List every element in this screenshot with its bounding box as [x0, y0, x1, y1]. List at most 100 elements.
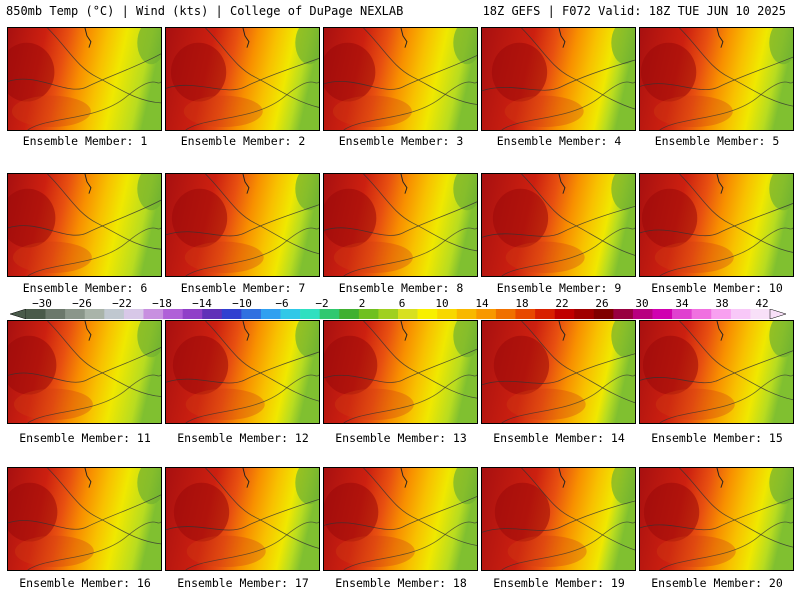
colorbar-swatch — [476, 309, 497, 319]
colorbar-scale — [10, 309, 786, 319]
colorbar-swatch — [378, 309, 399, 319]
ensemble-member-label: Ensemble Member: 19 — [493, 576, 625, 590]
colorbar-swatch — [182, 309, 203, 319]
ensemble-map-panel — [639, 467, 794, 571]
colorbar-swatch — [221, 309, 242, 319]
colorbar-tick-label: −10 — [232, 297, 252, 310]
colorbar-tick-label: −22 — [112, 297, 132, 310]
colorbar-swatch — [143, 309, 164, 319]
colorbar-swatch — [515, 309, 536, 319]
ensemble-member-label: Ensemble Member: 3 — [338, 134, 464, 148]
colorbar-swatch — [339, 309, 360, 319]
ensemble-member-label: Ensemble Member: 7 — [180, 281, 306, 295]
ensemble-member-label: Ensemble Member: 4 — [496, 134, 622, 148]
colorbar-swatch — [241, 309, 262, 319]
ensemble-map-panel — [639, 173, 794, 277]
ensemble-member-label: Ensemble Member: 1 — [22, 134, 148, 148]
map-title: 850mb Temp (°C) | Wind (kts) | College o… — [6, 4, 404, 18]
colorbar-swatch — [495, 309, 516, 319]
colorbar-swatch — [535, 309, 555, 319]
colorbar-swatch — [750, 309, 771, 319]
ensemble-map-panel — [165, 320, 320, 424]
ensemble-map-panel — [165, 27, 320, 131]
ensemble-map-panel — [7, 173, 162, 277]
ensemble-member-label: Ensemble Member: 6 — [22, 281, 148, 295]
ensemble-map-panel — [323, 467, 478, 571]
ensemble-map-panel — [165, 173, 320, 277]
colorbar-tick-label: 26 — [595, 297, 609, 310]
colorbar-tick-label: −30 — [32, 297, 52, 310]
colorbar-tick-label: 14 — [475, 297, 489, 310]
colorbar-tick-label: 22 — [555, 297, 569, 310]
ensemble-member-label: Ensemble Member: 5 — [654, 134, 780, 148]
colorbar-tick-label: 38 — [715, 297, 729, 310]
temperature-colorbar: −30 −26 −22 −18 −14 −10 −6 −2 2 6 10 14 18 22 26 30 34 38… — [10, 298, 786, 320]
colorbar-swatch — [437, 309, 458, 319]
colorbar-swatch — [593, 309, 614, 319]
colorbar-swatch — [730, 309, 751, 319]
colorbar-tick-label: 6 — [398, 297, 406, 310]
colorbar-tick-label: −18 — [152, 297, 172, 310]
colorbar-tick-label: 30 — [635, 297, 649, 310]
colorbar-tick-label: 10 — [435, 297, 449, 310]
ensemble-member-label: Ensemble Member: 2 — [180, 134, 306, 148]
colorbar-tick-label: 34 — [675, 297, 689, 310]
ensemble-map-panel — [165, 467, 320, 571]
colorbar-swatch — [260, 309, 281, 319]
ensemble-map-panel — [639, 320, 794, 424]
colorbar-swatch — [554, 309, 575, 319]
ensemble-member-label: Ensemble Member: 18 — [335, 576, 467, 590]
ensemble-member-label: Ensemble Member: 9 — [496, 281, 622, 295]
ensemble-map-panel — [323, 173, 478, 277]
colorbar-tick-label: 42 — [755, 297, 769, 310]
colorbar-swatch — [300, 309, 320, 319]
colorbar-swatch — [280, 309, 301, 319]
colorbar-swatch — [691, 309, 712, 319]
ensemble-member-label: Ensemble Member: 12 — [177, 431, 309, 445]
colorbar-tick-label: 18 — [515, 297, 529, 310]
ensemble-map-panel — [7, 27, 162, 131]
colorbar-swatch — [319, 309, 340, 319]
ensemble-member-label: Ensemble Member: 11 — [19, 431, 151, 445]
colorbar-swatch — [65, 309, 86, 319]
colorbar-swatch — [123, 309, 144, 319]
colorbar-swatch — [398, 309, 418, 319]
colorbar-swatch — [104, 309, 125, 319]
colorbar-swatch — [672, 309, 692, 319]
colorbar-swatch — [456, 309, 477, 319]
ensemble-member-label: Ensemble Member: 14 — [493, 431, 625, 445]
colorbar-swatch — [45, 309, 66, 319]
ensemble-map-panel — [7, 320, 162, 424]
colorbar-tick-label: −6 — [275, 297, 289, 310]
ensemble-map-panel — [481, 467, 636, 571]
ensemble-member-label: Ensemble Member: 8 — [338, 281, 464, 295]
colorbar-swatch — [358, 309, 379, 319]
colorbar-arrow-high — [769, 309, 786, 319]
ensemble-map-panel — [639, 27, 794, 131]
colorbar-swatch — [202, 309, 223, 319]
ensemble-map-panel — [481, 173, 636, 277]
ensemble-member-label: Ensemble Member: 10 — [651, 281, 783, 295]
colorbar-swatch — [84, 309, 105, 319]
ensemble-member-label: Ensemble Member: 15 — [651, 431, 783, 445]
ensemble-map-panel — [323, 320, 478, 424]
colorbar-swatch — [652, 309, 673, 319]
ensemble-map-panel — [481, 320, 636, 424]
colorbar-swatch — [632, 309, 653, 319]
colorbar-swatch — [163, 309, 183, 319]
colorbar-tick-label: −2 — [315, 297, 329, 310]
ensemble-map-panel — [323, 27, 478, 131]
colorbar-tick-label: −14 — [192, 297, 212, 310]
valid-time: 18Z GEFS | F072 Valid: 18Z TUE JUN 10 20… — [482, 4, 786, 18]
ensemble-map-panel — [481, 27, 636, 131]
ensemble-member-label: Ensemble Member: 16 — [19, 576, 151, 590]
ensemble-member-label: Ensemble Member: 13 — [335, 431, 467, 445]
colorbar-swatch — [574, 309, 595, 319]
colorbar-tick-label: 2 — [358, 297, 366, 310]
colorbar-tick-label: −26 — [72, 297, 92, 310]
colorbar-arrow-low — [10, 309, 27, 319]
colorbar-swatch — [711, 309, 732, 319]
ensemble-member-label: Ensemble Member: 17 — [177, 576, 309, 590]
colorbar-swatch — [26, 309, 46, 319]
ensemble-member-label: Ensemble Member: 20 — [651, 576, 783, 590]
